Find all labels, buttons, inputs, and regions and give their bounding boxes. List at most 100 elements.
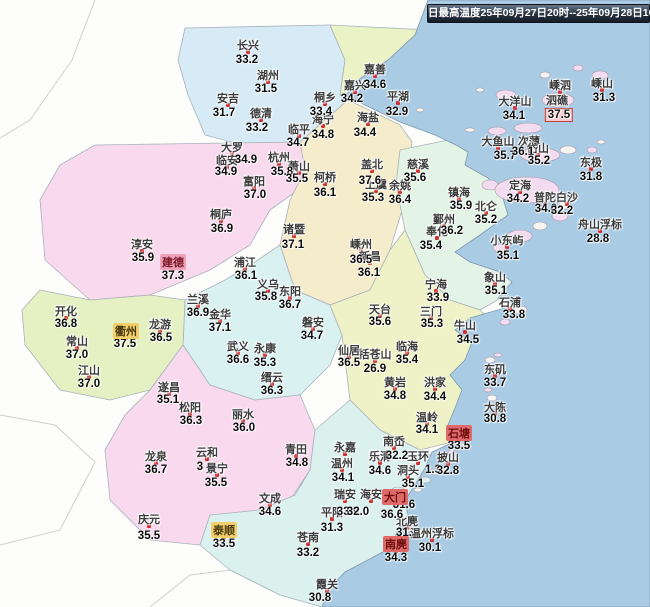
station-label: 宁海 [425,279,447,291]
station-dot [536,153,540,157]
station-temp: 34.8 [311,129,335,141]
station-temp: 30.8 [308,592,332,604]
station-label: 金华 [209,309,231,321]
station-label: 兰溪 [187,294,209,306]
station-temp: 35.8 [254,291,278,303]
station-label: 东矶 [484,364,506,376]
station-label: 天台 [369,304,391,316]
station-temp: 34.1 [502,110,526,122]
station-dot [311,327,315,331]
station-temp: 34.6 [258,506,282,518]
station-temp: 33.2 [235,54,259,66]
station-temp: 36.7 [144,464,168,476]
station-label: 定海 [509,180,531,192]
station-label: 湖州 [257,70,279,82]
station-label: 新昌 [359,251,381,263]
station-label: 大鱼山 [481,136,515,148]
station-dot [140,249,144,253]
station-temp: 33.9 [336,506,360,518]
station-temp: 31.8 [579,171,603,183]
station-label: 奉化 [426,226,448,238]
station-label: 桐庐 [210,209,232,221]
station-label: 德清 [250,108,272,120]
station-label: 嵊州 [350,239,372,251]
station-dot [378,461,382,465]
station-dot [589,167,593,171]
station-temp: 36.9 [186,307,210,319]
station-temp: 35.3 [420,318,444,330]
station-temp: 34.9 [234,154,258,166]
station-dot [558,90,562,94]
station-dot [225,165,229,169]
station-temp: 35.5 [204,477,228,489]
station-dot [158,329,162,333]
station-dot [446,462,450,466]
station-label: 嘉善 [364,64,386,76]
station-label: 括苍山 [358,349,392,361]
station-label: 龙泉 [145,451,167,463]
station-label: 东极 [580,157,602,169]
station-temp: 34.6 [368,465,392,477]
station-temp: 36.1 [234,270,258,282]
station-dot [218,319,222,323]
station-dot [325,589,329,593]
station-dot [243,267,247,271]
station-dot [154,461,158,465]
station-label: 大陈 [484,402,506,414]
station-label: 龙游 [149,319,171,331]
station-dot [378,314,382,318]
neighbor-borders [0,0,231,607]
station-dot [359,249,363,253]
station-temp: 34.4 [423,391,447,403]
station-dot [340,468,344,472]
station-temp: 34.7 [286,137,310,149]
station-label: 临平 [288,124,310,136]
station-temp: 37.5 [544,108,574,122]
station-temp: 37.0 [77,378,101,390]
station-temp: 33.5 [212,538,236,550]
station-temp: 35.5 [137,530,161,542]
station-dot [374,189,378,193]
station-dot [167,392,171,396]
station-temp: 34.4 [353,127,377,139]
station-dot [64,316,68,320]
station-label: 温岭 [416,412,438,424]
station-temp: 36.7 [278,299,302,311]
station-dot [373,359,377,363]
station-label: 洪家 [424,377,446,389]
station-label: 南麂 [383,536,409,552]
station-temp: 34.2 [340,93,364,105]
station-temp: 33.9 [426,292,450,304]
station-temp: 28.8 [586,233,610,245]
station-dot [323,182,327,186]
station-dot [266,80,270,84]
station-dot [292,234,296,238]
station-temp: 35.6 [368,316,392,328]
station-dot [263,353,267,357]
station-label: 白沙 [556,192,578,204]
station-dot [392,446,396,450]
station-temp: 33.2 [245,122,269,134]
station-temp: 35.5 [285,173,309,185]
station-label: 淳安 [131,239,153,251]
station-label: 青田 [285,444,307,456]
station-temp: 31.3 [320,522,344,534]
station-label: 北仑 [475,201,497,213]
station-temp: 35.1 [496,250,520,262]
station-temp: 34.3 [384,552,408,564]
station-temp: 30.8 [483,413,507,425]
station-temp: 35.6 [403,172,427,184]
station-label: 义乌 [257,279,279,291]
station-temp: 36.1 [357,267,381,279]
station-temp: 32.0 [346,506,370,518]
station-dot [323,102,327,106]
station-dot [368,261,372,265]
station-dot [527,146,531,150]
station-dot [259,118,263,122]
station-dot [373,74,377,78]
station-dot [493,412,497,416]
station-dot [288,296,292,300]
station-temp: 34.1 [415,424,439,436]
station-dot [434,289,438,293]
station-label: 次薄 [518,136,540,148]
